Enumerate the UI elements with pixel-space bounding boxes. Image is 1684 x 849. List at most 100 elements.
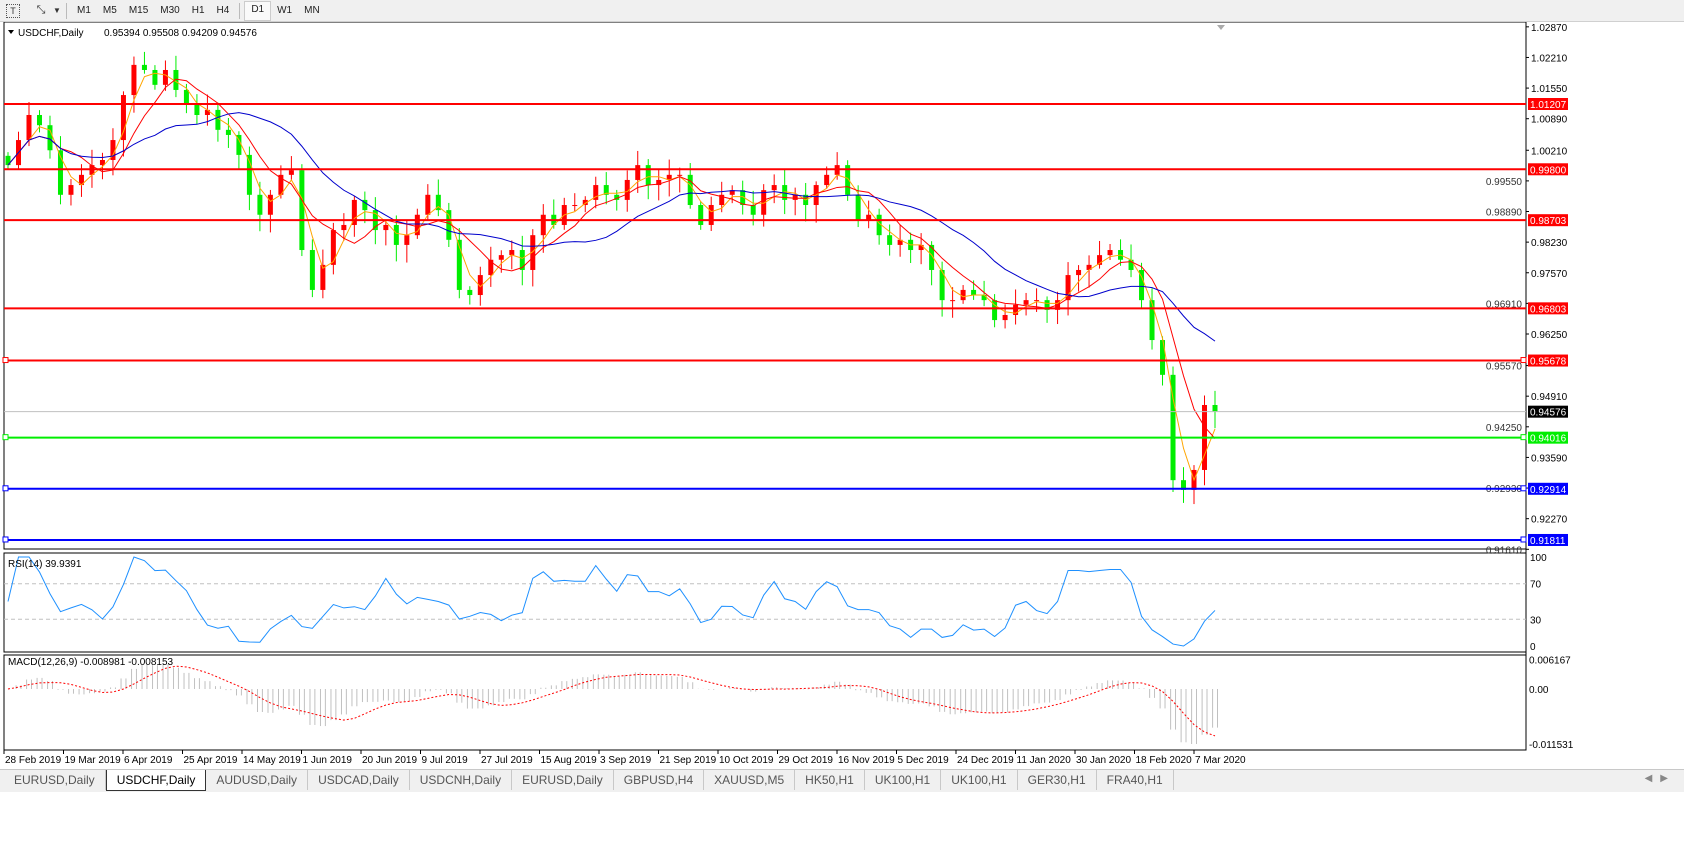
candle-body [855, 194, 861, 220]
line-handle-icon[interactable] [2, 357, 9, 364]
line-handle-icon[interactable] [1520, 357, 1527, 364]
x-tick-label: 5 Dec 2019 [898, 755, 950, 766]
candle-body [624, 179, 630, 200]
collapse-arrow-icon[interactable] [8, 30, 14, 34]
timeframe-m5[interactable]: M5 [102, 4, 117, 16]
price-level-label: 0.96803 [1530, 304, 1567, 315]
candle-body [5, 155, 11, 166]
chart-shift-marker-icon[interactable] [1217, 25, 1225, 30]
line-handle-icon[interactable] [2, 485, 9, 492]
price-level-badge [1528, 354, 1568, 367]
candle-body [404, 235, 410, 245]
candle-body [540, 214, 546, 236]
x-tick-label: 27 Jul 2019 [481, 755, 533, 766]
candle-body [99, 160, 105, 166]
x-tick-label: 18 Feb 2020 [1136, 755, 1193, 766]
line-handle-icon[interactable] [2, 536, 9, 543]
candle-body [656, 179, 662, 186]
timeframe-d1[interactable]: D1 [244, 0, 272, 21]
candle-body [1023, 300, 1029, 305]
price-level-label: 0.99800 [1530, 165, 1567, 176]
chart-window[interactable]: 1.02870 1.02210 1.01550 1.00890 1.00210 0.995… [0, 0, 1684, 770]
chart-tabs-bar: EURUSD,Daily USDCHF,Daily AUDUSD,Daily USDC… [0, 769, 1684, 792]
candle-body [792, 194, 798, 200]
candle-body [309, 250, 315, 290]
candle-body [509, 250, 515, 256]
timeframe-h1[interactable]: H1 [191, 4, 205, 16]
candle-body [887, 235, 893, 245]
timeframe-w1[interactable]: W1 [277, 4, 293, 16]
price-level-badge [1528, 431, 1568, 444]
line-handle-icon[interactable] [2, 434, 9, 441]
line-handle-icon[interactable] [1520, 434, 1527, 441]
y-tick-label: 0.98230 [1531, 238, 1568, 249]
candle-body [425, 194, 431, 215]
candle-body [1034, 300, 1040, 302]
chart-tab[interactable]: FRA40,H1 [1097, 770, 1174, 790]
x-tick-label: 19 Mar 2019 [65, 755, 122, 766]
chart-tab[interactable]: HK50,H1 [795, 770, 865, 790]
price-level-label: 0.94016 [1530, 434, 1567, 445]
chart-tab[interactable]: AUDUSD,Daily [206, 770, 309, 790]
macd-tick-label: 0.00 [1529, 685, 1549, 696]
candle-body [131, 64, 137, 96]
candle-body [383, 224, 389, 231]
candle-body [677, 174, 683, 176]
candle-body [1128, 259, 1134, 270]
x-tick-label: 7 Mar 2020 [1195, 755, 1246, 766]
draw-tools-icon[interactable]: ⤡ [36, 4, 46, 16]
candle-body [330, 230, 336, 265]
x-tick-label: 29 Oct 2019 [779, 755, 834, 766]
macd-header: MACD(12,26,9) -0.008981 -0.008153 [8, 657, 174, 668]
macd-tick-label: -0.011531 [1529, 740, 1574, 751]
macd-panel [3, 654, 1527, 751]
candle-body [141, 64, 147, 70]
candle-body [603, 185, 609, 195]
chart-tab[interactable]: EURUSD,Daily [512, 770, 614, 790]
candle-body [960, 289, 966, 301]
line-handle-icon[interactable] [1520, 536, 1527, 543]
x-tick-label: 6 Apr 2019 [124, 755, 173, 766]
chart-symbol: USDCHF,Daily [18, 28, 84, 39]
y-tick-label: 1.02870 [1531, 23, 1568, 34]
price-level-badge [1528, 405, 1568, 418]
candle-body [498, 255, 504, 260]
candle-body [1170, 374, 1176, 481]
candle-body [666, 174, 672, 180]
timeframe-m1[interactable]: M1 [77, 4, 91, 16]
candle-body [120, 95, 126, 141]
candle-body [719, 194, 725, 206]
candle-body [950, 300, 956, 302]
x-tick-label: 21 Sep 2019 [660, 755, 717, 766]
candle-body [614, 194, 620, 200]
timeframe-h4[interactable]: H4 [216, 4, 230, 16]
chart-tab[interactable]: EURUSD,Daily [4, 770, 106, 790]
timeframe-mn[interactable]: MN [304, 4, 320, 16]
y-tick-label: 0.98890 [1486, 208, 1523, 219]
chart-tab[interactable]: USDCNH,Daily [410, 770, 513, 790]
candle-body [708, 205, 714, 225]
candle-body [1149, 300, 1155, 341]
chart-tab[interactable]: XAUUSD,M5 [704, 770, 796, 790]
candle-body [645, 165, 651, 186]
timeframe-m15[interactable]: M15 [128, 4, 149, 16]
chart-tab[interactable]: USDCAD,Daily [308, 770, 410, 790]
y-tick-label: 0.96910 [1486, 299, 1523, 310]
chart-tab[interactable]: UK100,H1 [865, 770, 942, 790]
candle-body [687, 174, 693, 206]
chart-tab[interactable]: GBPUSD,H4 [614, 770, 705, 790]
chart-tab[interactable]: GER30,H1 [1018, 770, 1097, 790]
candle-body [530, 235, 536, 270]
dropdown-arrow-icon[interactable]: ▼ [53, 6, 61, 15]
chart-tab[interactable]: USDCHF,Daily [105, 770, 207, 791]
candle-body [1044, 300, 1050, 310]
candle-body [446, 210, 452, 240]
candle-body [26, 114, 32, 141]
tab-scroll-arrows-icon[interactable]: ◀▶ [1644, 773, 1676, 784]
candle-body [771, 185, 777, 191]
timeframe-m30[interactable]: M30 [160, 4, 180, 16]
candle-body [876, 214, 882, 236]
text-tool-icon[interactable]: T [6, 3, 20, 18]
chart-tab[interactable]: UK100,H1 [941, 770, 1018, 790]
line-handle-icon[interactable] [1520, 485, 1527, 492]
